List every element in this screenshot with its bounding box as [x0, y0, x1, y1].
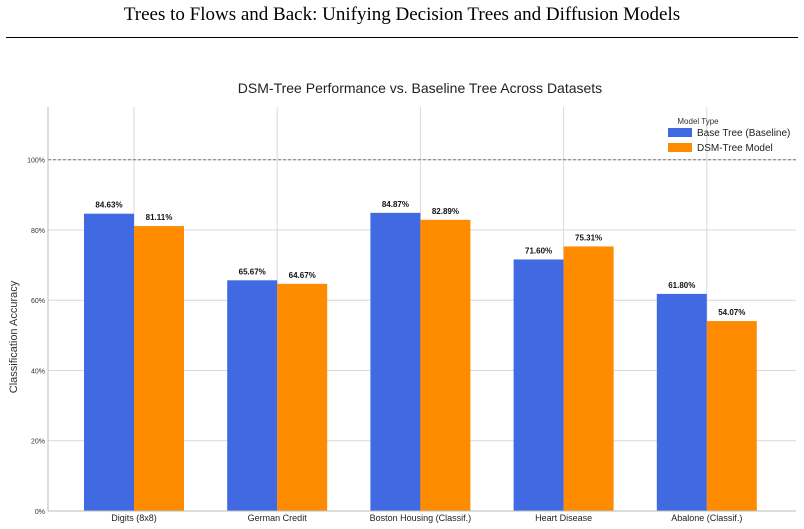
y-axis-label: Classification Accuracy [8, 280, 20, 393]
bar-value-label: 71.60% [525, 246, 552, 255]
bar-value-label: 54.07% [718, 308, 745, 317]
y-tick-label: 80% [31, 228, 45, 235]
bar-value-label: 84.63% [95, 201, 122, 210]
legend-title: Model Type [677, 117, 719, 126]
bar-base-tree [656, 293, 707, 511]
y-tick-label: 20% [31, 439, 45, 446]
bars [84, 212, 757, 512]
x-tick-label: Abalone (Classif.) [671, 513, 742, 523]
paper-running-title: Trees to Flows and Back: Unifying Decisi… [123, 4, 681, 25]
title-rule [6, 37, 798, 38]
bar-value-label: 75.31% [575, 233, 602, 242]
bar-value-label: 81.11% [146, 213, 173, 222]
bar-value-label: 84.87% [382, 200, 409, 209]
bar-dsm-tree [134, 226, 184, 511]
y-tick-label: 40% [31, 368, 45, 375]
x-tick-label: German Credit [248, 513, 308, 523]
bar-base-tree [370, 212, 421, 511]
bar-value-label: 64.67% [289, 271, 316, 280]
x-tick-label: Heart Disease [535, 513, 592, 523]
bar-value-label: 82.89% [432, 207, 459, 216]
legend-label-base-tree: Base Tree (Baseline) [697, 128, 790, 139]
chart-title: DSM-Tree Performance vs. Baseline Tree A… [238, 80, 602, 96]
y-tick-label: 100% [27, 158, 45, 165]
bar-dsm-tree [706, 321, 757, 511]
bar-value-label: 61.80% [668, 281, 695, 290]
legend-swatch-base-tree [668, 128, 692, 137]
bar-base-tree [227, 280, 278, 511]
x-tick-label: Boston Housing (Classif.) [370, 513, 472, 523]
bar-dsm-tree [563, 246, 614, 512]
x-tick-label: Digits (8x8) [111, 513, 157, 523]
axes: 0% 20% 40% 60% 80% 100% Digits (8x8) German Cre… [27, 107, 796, 523]
y-tick-label: 0% [35, 509, 45, 516]
bar-dsm-tree [277, 283, 328, 511]
bar-base-tree [513, 259, 564, 511]
legend-swatch-dsm-tree [668, 143, 692, 152]
legend-label-dsm-tree: DSM-Tree Model [697, 143, 773, 154]
legend: Model Type Base Tree (Baseline) DSM-Tree… [668, 117, 790, 154]
bar-dsm-tree [420, 219, 471, 511]
bar-base-tree [84, 213, 134, 511]
data-labels: 84.63% 65.67% 84.87% 71.60% 61.80% 81.11% 64.6… [95, 200, 745, 317]
bar-value-label: 65.67% [239, 267, 266, 276]
y-tick-label: 60% [31, 298, 45, 305]
